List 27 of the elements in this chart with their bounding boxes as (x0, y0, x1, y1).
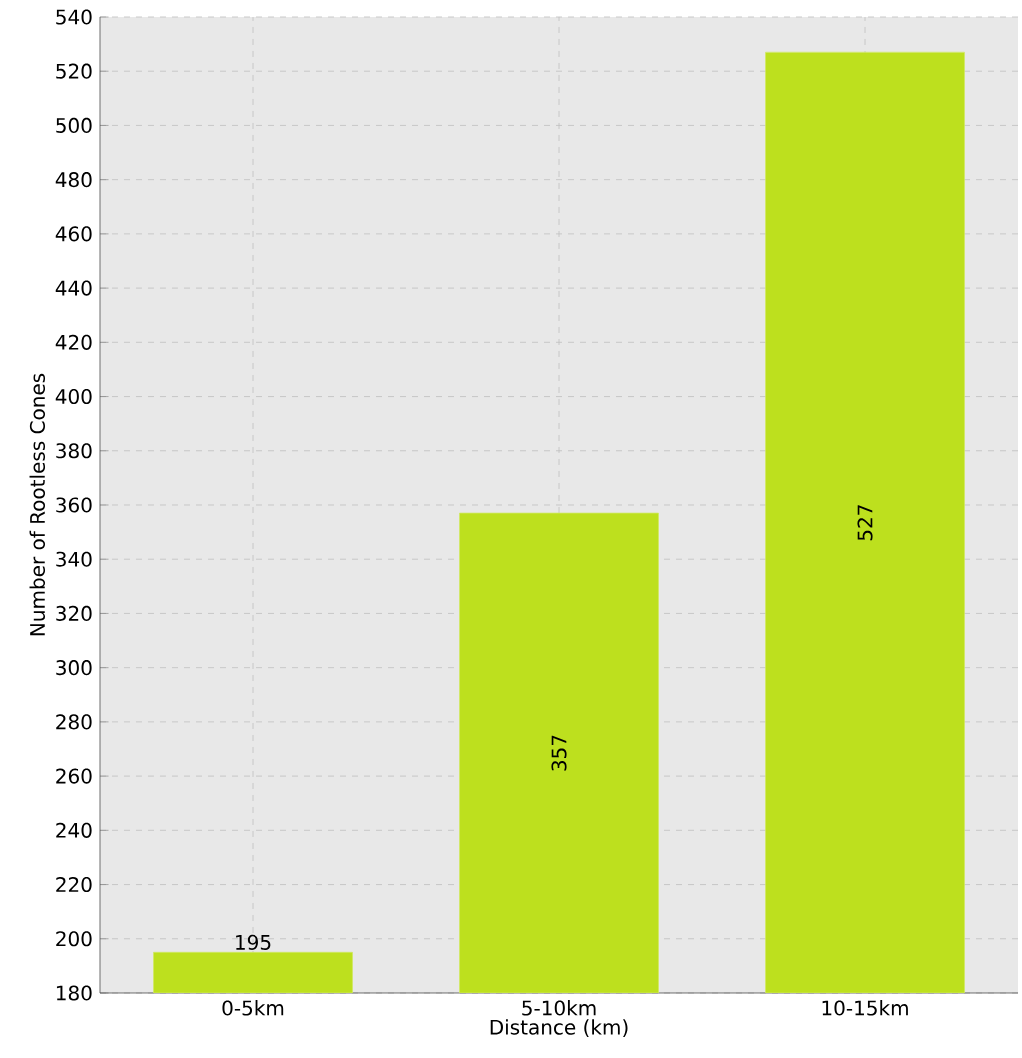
y-tick-label: 540 (56, 9, 92, 25)
y-tick-label: 340 (56, 551, 92, 567)
y-axis-title: Number of Rootless Cones (29, 373, 46, 636)
x-tick-label: 5-10km (522, 1000, 596, 1016)
y-tick-label: 180 (56, 985, 92, 1001)
y-tick-label: 480 (55, 172, 92, 188)
data-label: 195 (236, 934, 271, 950)
y-tick-label: 400 (55, 388, 92, 405)
y-tick-label: 380 (56, 443, 92, 459)
y-tick-label: 320 (56, 605, 92, 621)
x-axis-title: Distance (km) (490, 1019, 628, 1038)
y-tick-label: 220 (56, 876, 92, 893)
y-tick-label: 460 (55, 226, 92, 242)
y-tick-label: 280 (56, 714, 92, 730)
y-tick-label: 440 (55, 280, 92, 296)
y-tick-label: 200 (56, 931, 92, 947)
y-tick-label: 300 (56, 660, 92, 676)
y-tick-label: 500 (56, 117, 92, 133)
y-tick-label: 240 (56, 822, 92, 838)
y-tick-label: 420 (55, 334, 92, 350)
y-tick-label: 260 (56, 768, 92, 784)
data-label: 357 (551, 735, 567, 771)
data-label: 527 (857, 505, 873, 541)
y-tick-label: 360 (56, 497, 92, 513)
x-tick-label: 10-15km (822, 1000, 908, 1016)
x-tick-label: 0-5km (222, 1000, 284, 1016)
y-tick-label: 520 (56, 63, 92, 79)
